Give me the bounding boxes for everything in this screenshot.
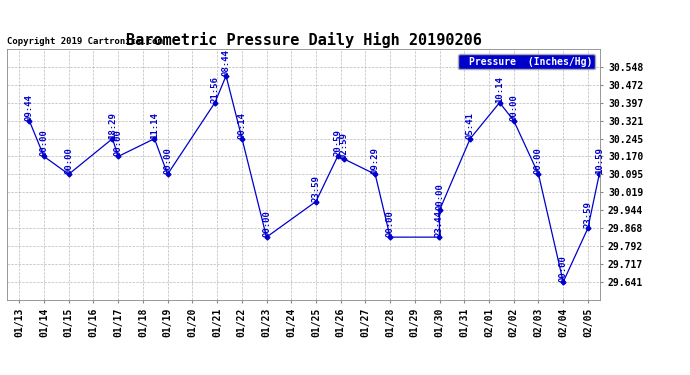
Text: 20:59: 20:59 [333,130,342,156]
Legend: Pressure  (Inches/Hg): Pressure (Inches/Hg) [458,54,595,69]
Text: 00:00: 00:00 [114,130,123,156]
Text: 18:29: 18:29 [108,112,117,139]
Text: 00:00: 00:00 [386,210,395,237]
Text: 00:00: 00:00 [39,130,48,156]
Text: 00:00: 00:00 [262,210,271,237]
Text: 21:56: 21:56 [210,76,219,103]
Text: 00:00: 00:00 [509,94,518,121]
Text: 08:44: 08:44 [221,49,230,76]
Text: 10:59: 10:59 [595,147,604,174]
Text: 05:41: 05:41 [466,112,475,139]
Text: 10:14: 10:14 [495,76,504,103]
Text: 23:59: 23:59 [311,175,320,201]
Text: 00:14: 00:14 [237,112,246,139]
Text: 09:44: 09:44 [25,94,34,121]
Text: 00:00: 00:00 [163,147,172,174]
Text: 23:44: 23:44 [435,210,444,237]
Text: 00:00: 00:00 [534,147,543,174]
Text: 09:29: 09:29 [371,147,380,174]
Text: 00:00: 00:00 [435,183,444,210]
Text: Copyright 2019 Cartronics.com: Copyright 2019 Cartronics.com [7,37,163,46]
Text: 00:00: 00:00 [64,147,73,174]
Text: 11:14: 11:14 [150,112,159,139]
Text: 23:59: 23:59 [584,201,593,228]
Title: Barometric Pressure Daily High 20190206: Barometric Pressure Daily High 20190206 [126,32,482,48]
Text: 02:59: 02:59 [339,132,348,159]
Text: 00:00: 00:00 [559,255,568,282]
